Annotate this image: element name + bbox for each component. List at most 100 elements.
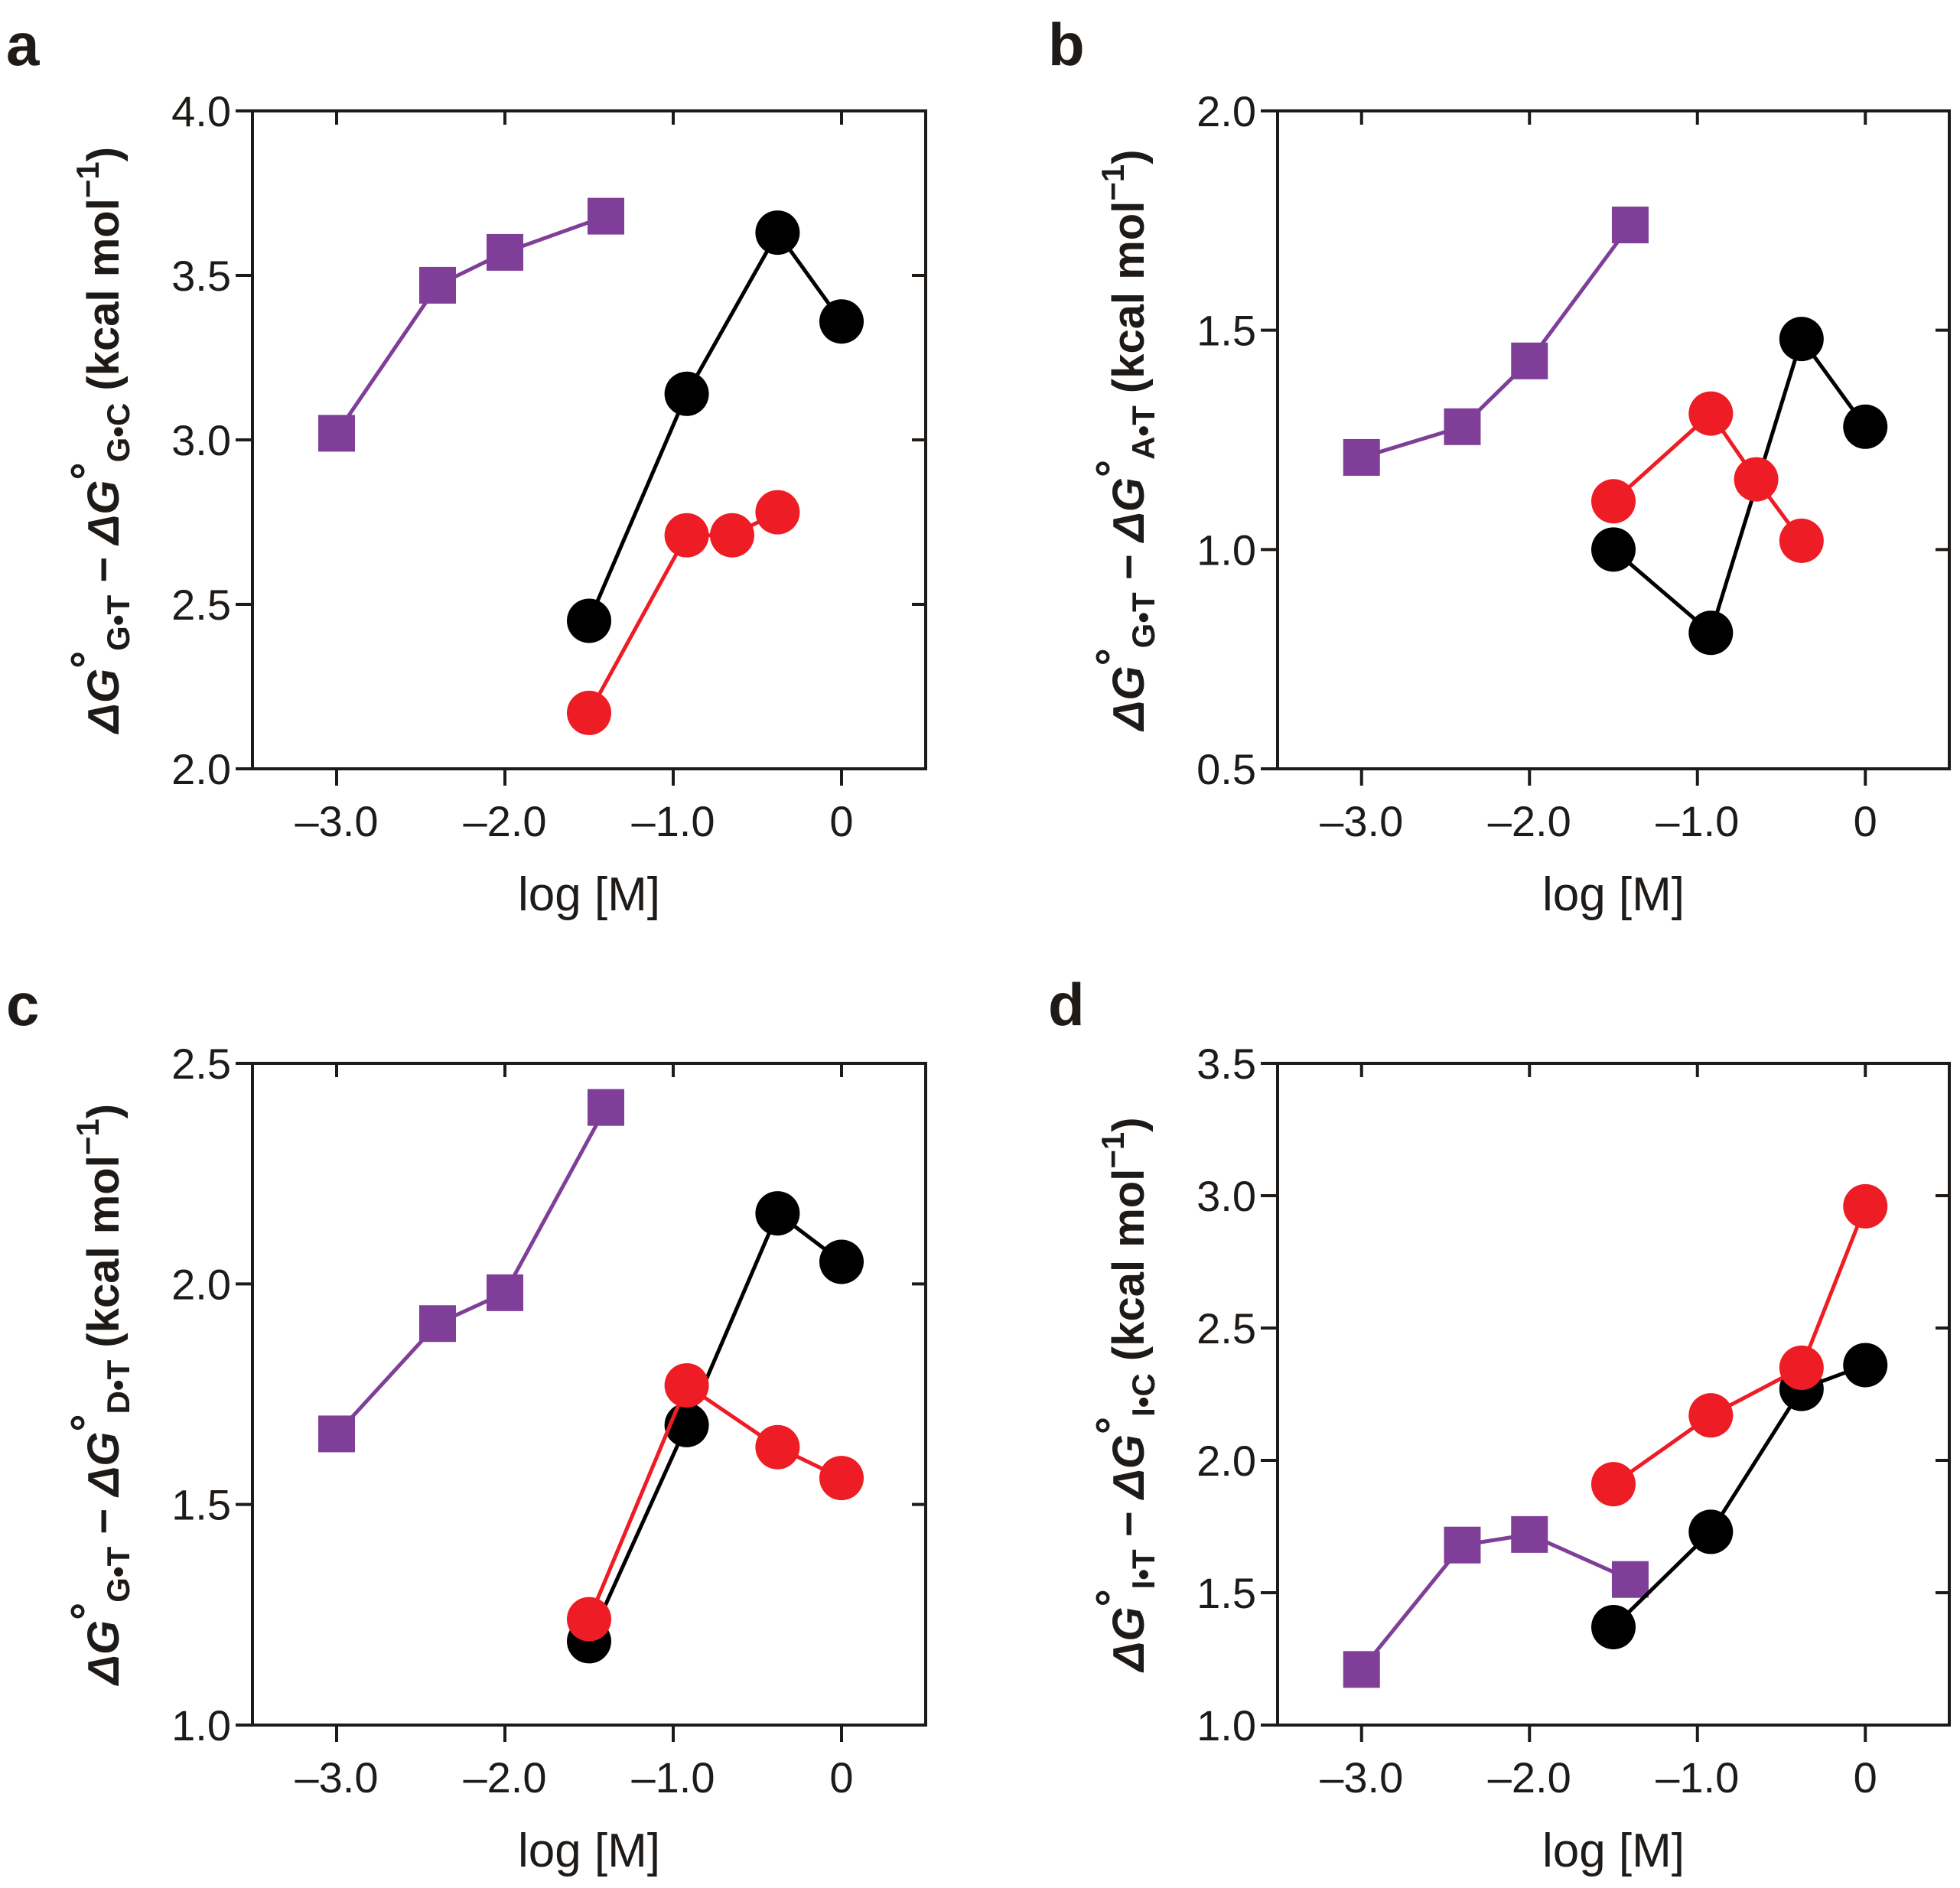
- panel-letter: a: [6, 11, 40, 78]
- y-tick-label: 3.5: [1197, 1040, 1256, 1088]
- x-tick-label: –2.0: [464, 1753, 547, 1802]
- x-tick-label: –1.0: [632, 797, 715, 845]
- y-axis-label: ΔG°G•T − ΔG°D•T (kcal mol−1): [62, 1104, 136, 1686]
- ylabel-unit: (kcal mol: [79, 1155, 129, 1360]
- ylabel-delta-g: ΔG: [79, 1620, 129, 1686]
- ylabel-subscript-1: I•T: [1125, 1549, 1161, 1589]
- black-circles-point: [1591, 1604, 1636, 1649]
- x-tick-label: –3.0: [295, 797, 379, 845]
- black-circles-point: [1688, 610, 1734, 656]
- ylabel-delta-g-2: ΔG: [1104, 1434, 1154, 1500]
- y-tick-label: 2.0: [1197, 1437, 1256, 1485]
- black-circles-point: [755, 1191, 800, 1236]
- red-circles-point: [755, 1424, 800, 1470]
- ylabel-degree: °: [1087, 648, 1137, 666]
- ylabel-subscript-1: G•T: [1125, 592, 1161, 648]
- y-axis-label: ΔG°G•T − ΔG°G•C (kcal mol−1): [62, 147, 136, 734]
- panel-letter: c: [6, 971, 39, 1038]
- ylabel-degree-2: °: [62, 462, 112, 480]
- purple-squares-point: [487, 233, 523, 271]
- ylabel-delta-g: ΔG: [1104, 666, 1154, 732]
- purple-squares-point: [419, 266, 456, 304]
- ylabel-close: ): [79, 1104, 129, 1118]
- purple-squares-point: [1343, 438, 1380, 476]
- ylabel-delta-g-2: ΔG: [1104, 477, 1154, 543]
- x-tick-label: 0: [1854, 1753, 1877, 1802]
- y-tick-label: 2.5: [171, 581, 231, 629]
- black-circles-point: [755, 210, 800, 256]
- y-tick-label: 3.0: [171, 416, 231, 464]
- black-circles-point: [1843, 1343, 1888, 1388]
- plot-frame: [1276, 109, 1951, 770]
- x-axis-label: log [M]: [518, 868, 660, 921]
- ylabel-minus: −: [1104, 542, 1154, 592]
- red-circles-point: [710, 513, 754, 558]
- ylabel-superscript: −1: [70, 161, 106, 198]
- black-circles-line: [587, 1210, 843, 1642]
- red-circles-point: [567, 1597, 611, 1642]
- ylabel-unit: (kcal mol: [79, 198, 129, 403]
- ylabel-delta-g: ΔG: [79, 669, 129, 734]
- ylabel-subscript-2: G•C: [100, 403, 136, 463]
- red-circles-point: [567, 690, 611, 735]
- x-axis-label: log [M]: [1542, 1825, 1685, 1877]
- red-circles-point: [1779, 1345, 1824, 1390]
- y-tick-label: 2.0: [1197, 87, 1256, 135]
- red-circles-line: [1612, 410, 1803, 542]
- ylabel-degree-2: °: [1087, 460, 1137, 477]
- purple-squares-point: [1611, 1561, 1649, 1598]
- red-circles-point: [664, 1362, 709, 1408]
- panel-letter: b: [1048, 11, 1085, 78]
- plot-frame: [251, 1062, 927, 1727]
- black-circles-point: [1591, 527, 1636, 572]
- plot-frame: [1276, 1062, 1951, 1727]
- black-circles-point: [1779, 317, 1824, 362]
- y-tick-label: 2.5: [171, 1040, 231, 1088]
- red-circles-line: [587, 510, 779, 715]
- ylabel-delta-g: ΔG: [1104, 1607, 1154, 1673]
- x-tick-label: –2.0: [1488, 797, 1571, 845]
- ylabel-close: ): [1104, 149, 1154, 164]
- black-circles-point: [567, 598, 611, 643]
- purple-squares-line: [335, 1106, 608, 1436]
- purple-squares-point: [419, 1305, 456, 1343]
- x-tick-label: –1.0: [632, 1753, 715, 1802]
- y-tick-label: 1.5: [1197, 307, 1256, 355]
- ylabel-unit: (kcal mol: [1104, 201, 1154, 406]
- purple-squares-point: [588, 197, 624, 235]
- black-circles-point: [819, 1239, 864, 1284]
- ylabel-delta-g-2: ΔG: [79, 480, 129, 546]
- x-tick-label: –2.0: [464, 797, 547, 845]
- y-tick-label: 3.5: [171, 252, 231, 300]
- x-tick-label: 0: [1854, 797, 1877, 845]
- purple-squares-point: [1444, 408, 1481, 445]
- ylabel-degree: °: [62, 1603, 112, 1620]
- purple-squares-line: [1359, 1532, 1631, 1671]
- ylabel-subscript-2: D•T: [100, 1359, 136, 1414]
- ylabel-subscript-1: G•T: [100, 594, 136, 650]
- y-tick-label: 1.0: [171, 1701, 231, 1750]
- purple-squares-point: [588, 1089, 624, 1126]
- black-circles-point: [819, 299, 864, 344]
- purple-squares-point: [318, 1415, 355, 1453]
- ylabel-delta-g-2: ΔG: [79, 1432, 129, 1498]
- ylabel-minus: −: [79, 1496, 129, 1547]
- red-circles-point: [1779, 518, 1824, 563]
- purple-squares-point: [1511, 342, 1548, 379]
- purple-squares-line: [334, 214, 607, 435]
- x-axis-label: log [M]: [1542, 868, 1685, 921]
- red-circles-point: [1591, 1462, 1636, 1507]
- black-circles-point: [664, 371, 709, 416]
- y-tick-label: 4.0: [171, 87, 231, 135]
- x-tick-label: –1.0: [1656, 1753, 1739, 1802]
- black-circles-line: [587, 229, 844, 622]
- x-tick-label: –2.0: [1488, 1753, 1571, 1802]
- x-tick-label: –1.0: [1656, 797, 1739, 845]
- ylabel-subscript-2: A•T: [1125, 405, 1161, 460]
- panel-letter: d: [1048, 971, 1085, 1038]
- y-tick-label: 2.0: [171, 745, 231, 793]
- black-circles-point: [1843, 404, 1888, 449]
- x-tick-label: 0: [829, 1753, 853, 1802]
